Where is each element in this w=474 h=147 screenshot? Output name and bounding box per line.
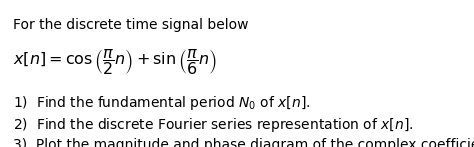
Text: 3)  Plot the magnitude and phase diagram of the complex coefficients.: 3) Plot the magnitude and phase diagram … [13, 138, 474, 147]
Text: 1)  Find the fundamental period $N_0$ of $x[n]$.: 1) Find the fundamental period $N_0$ of … [13, 94, 310, 112]
Text: $x[n] = \cos\left(\dfrac{\pi}{2}n\right) + \sin\left(\dfrac{\pi}{6}n\right)$: $x[n] = \cos\left(\dfrac{\pi}{2}n\right)… [13, 47, 217, 77]
Text: 2)  Find the discrete Fourier series representation of $x[n]$.: 2) Find the discrete Fourier series repr… [13, 116, 413, 134]
Text: For the discrete time signal below: For the discrete time signal below [13, 18, 248, 32]
